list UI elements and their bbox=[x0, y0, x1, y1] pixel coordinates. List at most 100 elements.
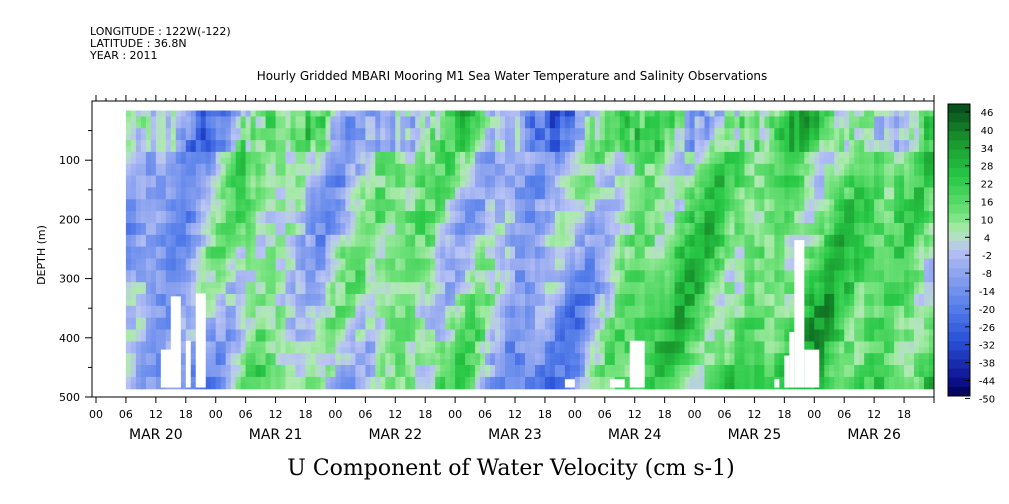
heatmap-cell bbox=[230, 175, 237, 183]
heatmap-cell bbox=[654, 122, 661, 129]
heatmap-cell bbox=[315, 199, 322, 206]
heatmap-cell bbox=[465, 270, 471, 277]
heatmap-cell bbox=[505, 199, 511, 206]
heatmap-cell bbox=[160, 294, 167, 301]
heatmap-cell bbox=[415, 228, 421, 236]
heatmap-cell bbox=[195, 199, 202, 206]
heatmap-cell bbox=[629, 205, 636, 212]
heatmap-cell bbox=[539, 382, 546, 390]
heatmap-cell bbox=[335, 146, 341, 153]
heatmap-cell bbox=[390, 270, 396, 277]
heatmap-cell bbox=[145, 134, 152, 141]
heatmap-cell bbox=[530, 175, 536, 183]
heatmap-cell bbox=[210, 169, 217, 177]
heatmap-cell bbox=[490, 347, 496, 354]
heatmap-cell bbox=[210, 270, 217, 277]
heatmap-cell bbox=[250, 134, 257, 141]
heatmap-cell bbox=[410, 146, 416, 153]
heatmap-cell bbox=[500, 234, 506, 242]
heatmap-cell bbox=[375, 371, 381, 378]
heatmap-cell bbox=[290, 329, 297, 337]
heatmap-cell bbox=[385, 134, 391, 141]
heatmap-cell bbox=[420, 122, 426, 129]
heatmap-cell bbox=[500, 116, 506, 123]
heatmap-cell bbox=[225, 294, 232, 301]
heatmap-cell bbox=[380, 282, 386, 289]
heatmap-cell bbox=[320, 211, 327, 218]
heatmap-cell bbox=[574, 193, 581, 200]
heatmap-cell bbox=[320, 294, 327, 301]
heatmap-cell bbox=[604, 294, 611, 301]
heatmap-cell bbox=[564, 223, 571, 230]
heatmap-cell bbox=[145, 193, 152, 200]
heatmap-cell bbox=[125, 211, 132, 218]
heatmap-cell bbox=[265, 323, 272, 331]
heatmap-cell bbox=[290, 157, 297, 165]
heatmap-cell bbox=[230, 217, 237, 224]
heatmap-cell bbox=[619, 317, 626, 325]
heatmap-cell bbox=[135, 382, 142, 390]
heatmap-cell bbox=[345, 365, 351, 372]
heatmap-cell bbox=[450, 264, 456, 271]
heatmap-cell bbox=[515, 193, 521, 200]
heatmap-cell bbox=[170, 175, 177, 183]
heatmap-cell bbox=[170, 193, 177, 200]
heatmap-cell bbox=[425, 116, 431, 123]
heatmap-cell bbox=[220, 128, 227, 135]
heatmap-cell bbox=[604, 305, 611, 313]
heatmap-cell bbox=[544, 317, 551, 325]
heatmap-cell bbox=[200, 223, 207, 230]
heatmap-cell bbox=[490, 199, 496, 206]
heatmap-cell bbox=[125, 175, 132, 183]
heatmap-cell bbox=[440, 264, 446, 271]
heatmap-cell bbox=[180, 140, 187, 147]
heatmap-cell bbox=[425, 258, 431, 266]
heatmap-cell bbox=[500, 371, 506, 378]
heatmap-cell bbox=[599, 140, 606, 147]
heatmap-cell bbox=[604, 264, 611, 271]
heatmap-cell bbox=[205, 270, 212, 277]
heatmap-cell bbox=[235, 240, 242, 248]
heatmap-cell bbox=[150, 193, 157, 200]
heatmap-cell bbox=[200, 240, 207, 248]
heatmap-cell bbox=[485, 240, 491, 248]
heatmap-cell bbox=[475, 110, 481, 118]
heatmap-cell bbox=[175, 157, 182, 165]
heatmap-cell bbox=[360, 140, 366, 147]
heatmap-cell bbox=[515, 116, 521, 123]
heatmap-cell bbox=[629, 157, 636, 165]
heatmap-cell bbox=[260, 134, 267, 141]
heatmap-cell bbox=[350, 317, 356, 325]
heatmap-cell bbox=[554, 311, 561, 319]
heatmap-cell bbox=[385, 382, 391, 390]
heatmap-cell bbox=[225, 323, 232, 331]
heatmap-cell bbox=[594, 294, 601, 301]
heatmap-cell bbox=[579, 258, 586, 266]
heatmap-cell bbox=[629, 329, 636, 337]
heatmap-cell bbox=[265, 276, 272, 283]
heatmap-cell bbox=[579, 252, 586, 260]
heatmap-cell bbox=[559, 228, 566, 236]
heatmap-cell bbox=[505, 110, 511, 118]
heatmap-cell bbox=[629, 335, 636, 342]
heatmap-cell bbox=[544, 116, 551, 123]
heatmap-cell bbox=[285, 122, 292, 129]
heatmap-cell bbox=[505, 323, 511, 331]
heatmap-cell bbox=[470, 169, 476, 177]
heatmap-cell bbox=[485, 252, 491, 260]
heatmap-cell bbox=[549, 181, 556, 189]
heatmap-cell bbox=[135, 264, 142, 271]
heatmap-cell bbox=[440, 234, 446, 242]
heatmap-cell bbox=[370, 175, 376, 183]
heatmap-cell bbox=[425, 205, 431, 212]
heatmap-cell bbox=[639, 329, 646, 337]
heatmap-cell bbox=[340, 134, 346, 141]
heatmap-cell bbox=[564, 311, 571, 319]
heatmap-cell bbox=[220, 205, 227, 212]
heatmap-cell bbox=[629, 187, 636, 194]
heatmap-cell bbox=[275, 335, 282, 342]
heatmap-cell bbox=[400, 359, 406, 366]
heatmap-cell bbox=[649, 371, 656, 378]
heatmap-cell bbox=[470, 270, 476, 277]
heatmap-cell bbox=[205, 282, 212, 289]
